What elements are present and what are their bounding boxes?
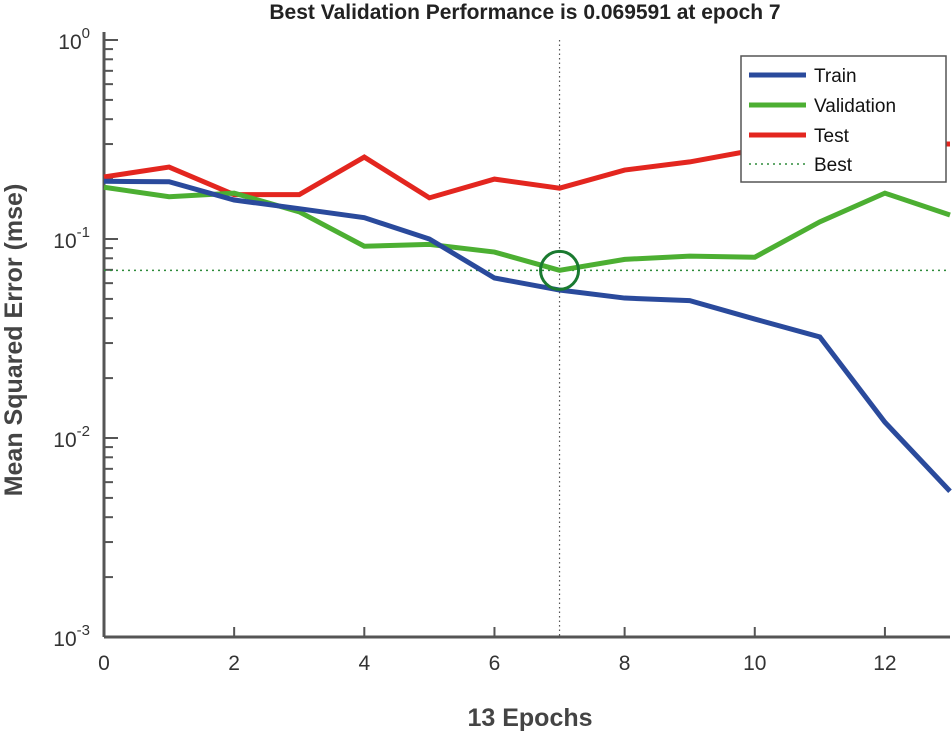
legend-label-best: Best <box>814 155 853 176</box>
best-lines <box>104 40 950 637</box>
axes: 0 2 4 6 8 10 12 100 10-1 10-2 10-3 <box>53 25 950 675</box>
legend-label-test: Test <box>814 126 850 147</box>
x-tick-label: 12 <box>873 652 896 675</box>
series-line-train <box>103 178 952 493</box>
legend-label-train: Train <box>814 66 857 87</box>
x-tick-label: 0 <box>98 652 110 675</box>
series-line-validation <box>103 184 951 273</box>
y-tick-label: 10-1 <box>53 224 90 253</box>
x-tick-label: 6 <box>489 652 501 675</box>
series-group <box>103 141 952 493</box>
y-tick-label: 10-2 <box>53 423 90 452</box>
legend: Train Validation Test Best <box>740 55 947 183</box>
chart-title: Best Validation Performance is 0.069591 … <box>269 1 780 24</box>
y-tick-label: 10-3 <box>53 622 90 651</box>
y-tick-label: 100 <box>58 25 90 54</box>
x-tick-label: 4 <box>358 652 370 675</box>
best-point-marker <box>539 249 581 291</box>
x-tick-label: 8 <box>619 652 631 675</box>
y-axis-label: Mean Squared Error (mse) <box>0 184 28 497</box>
legend-label-validation: Validation <box>814 96 896 117</box>
x-tick-label: 2 <box>228 652 240 675</box>
x-tick-label: 10 <box>743 652 766 675</box>
x-axis-label: 13 Epochs <box>467 704 592 732</box>
